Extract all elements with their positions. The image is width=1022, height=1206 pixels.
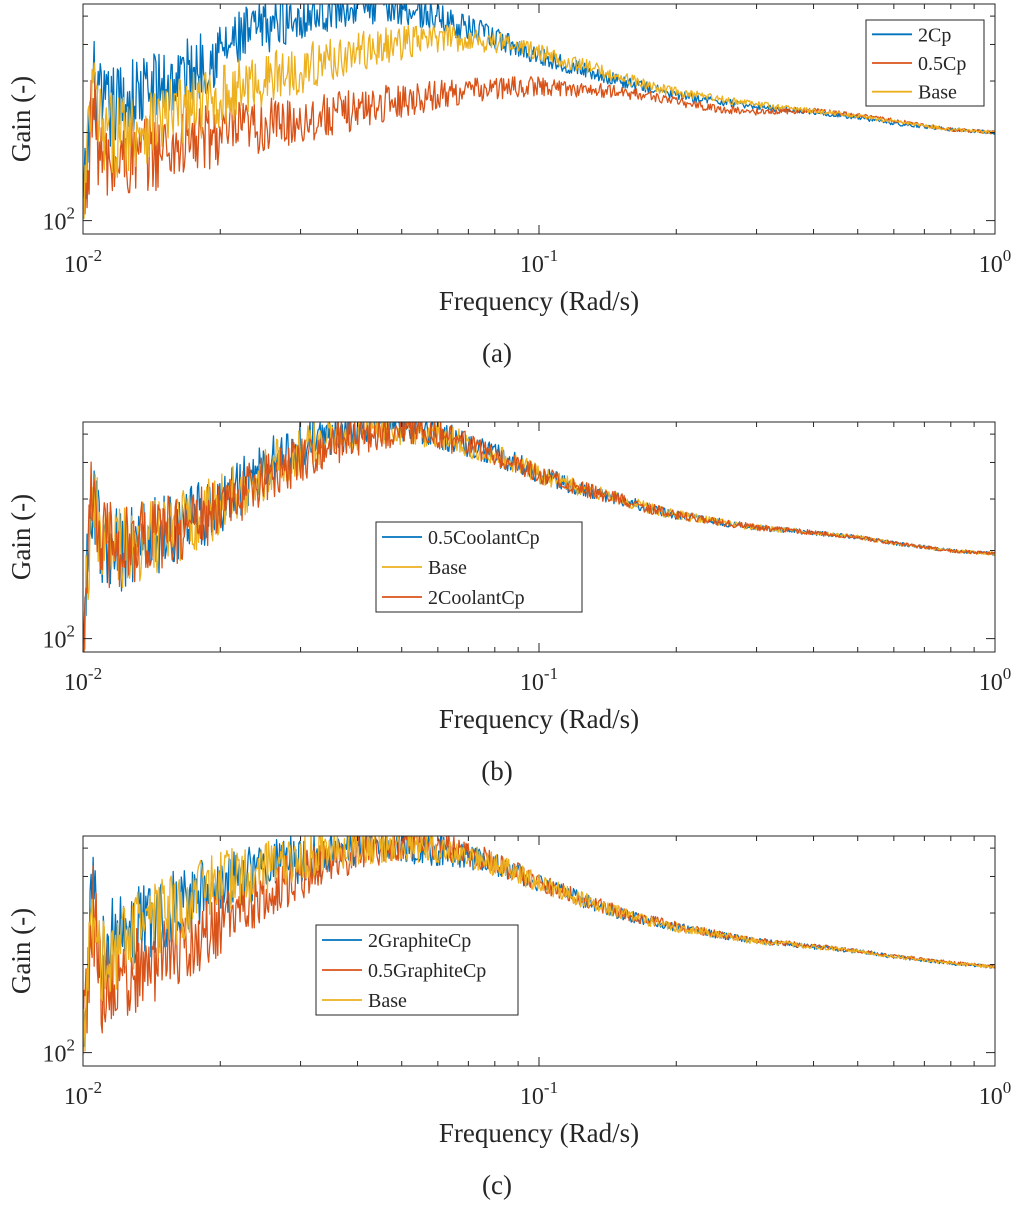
series-line-Base bbox=[83, 24, 995, 219]
x-tick-base: 10 bbox=[520, 1084, 544, 1110]
y-tick-label: 102 bbox=[43, 1036, 76, 1068]
x-tick-base: 10 bbox=[64, 1084, 88, 1110]
legend-entry-2Cp: 2Cp bbox=[918, 24, 951, 46]
y-axis-label: Gain (-) bbox=[6, 908, 36, 994]
panel-caption: (a) bbox=[482, 338, 512, 368]
x-tick-label: 10-2 bbox=[64, 664, 102, 696]
y-tick-base: 10 bbox=[43, 628, 67, 654]
legend-entry-Base: Base bbox=[368, 990, 407, 1012]
series-group bbox=[83, 836, 995, 1056]
x-tick-base: 10 bbox=[520, 252, 544, 278]
x-tick-label: 100 bbox=[979, 664, 1012, 696]
x-tick-exponent: 0 bbox=[1003, 1078, 1012, 1097]
x-tick-label: 10-1 bbox=[520, 246, 558, 278]
x-tick-label: 10-1 bbox=[520, 664, 558, 696]
legend-entry-2CoolantCp: 2CoolantCp bbox=[428, 587, 525, 609]
legend-entry-0.5GraphiteCp: 0.5GraphiteCp bbox=[368, 960, 486, 982]
y-tick-base: 10 bbox=[43, 1042, 67, 1068]
y-tick-label: 102 bbox=[43, 622, 76, 654]
legend-entry-Base: Base bbox=[918, 82, 957, 104]
x-tick-exponent: -1 bbox=[544, 664, 558, 683]
x-tick-label: 10-2 bbox=[64, 246, 102, 278]
panel-caption: (c) bbox=[482, 1170, 512, 1200]
legend: 2GraphiteCp 0.5GraphiteCp Base bbox=[315, 924, 519, 1016]
series-group bbox=[83, 4, 995, 219]
x-axis-label: Frequency (Rad/s) bbox=[439, 1118, 639, 1148]
x-tick-base: 10 bbox=[520, 670, 544, 696]
x-tick-base: 10 bbox=[64, 670, 88, 696]
legend-entry-0.5CoolantCp: 0.5CoolantCp bbox=[428, 527, 540, 549]
y-tick-base: 10 bbox=[43, 210, 67, 236]
x-tick-label: 10-1 bbox=[520, 1078, 558, 1110]
series-group bbox=[83, 422, 995, 652]
x-axis-label: Frequency (Rad/s) bbox=[439, 286, 639, 316]
panel-caption: (b) bbox=[481, 756, 512, 786]
x-tick-exponent: -1 bbox=[544, 246, 558, 265]
x-tick-exponent: -2 bbox=[88, 664, 102, 683]
y-tick-exponent: 2 bbox=[67, 622, 76, 641]
x-tick-exponent: -2 bbox=[88, 246, 102, 265]
x-tick-base: 10 bbox=[979, 670, 1003, 696]
y-tick-exponent: 2 bbox=[67, 1036, 76, 1055]
x-tick-label: 100 bbox=[979, 1078, 1012, 1110]
legend-entry-Base: Base bbox=[428, 557, 467, 579]
legend: 0.5CoolantCp Base 2CoolantCp bbox=[375, 521, 583, 613]
x-tick-exponent: 0 bbox=[1003, 246, 1012, 265]
y-tick-exponent: 2 bbox=[67, 204, 76, 223]
x-tick-base: 10 bbox=[979, 1084, 1003, 1110]
y-axis-label: Gain (-) bbox=[6, 76, 36, 162]
legend: 2Cp 0.5Cp Base bbox=[865, 19, 985, 107]
y-tick-label: 102 bbox=[43, 204, 76, 236]
legend-entry-2GraphiteCp: 2GraphiteCp bbox=[368, 930, 471, 952]
x-tick-label: 10-2 bbox=[64, 1078, 102, 1110]
x-axis-label: Frequency (Rad/s) bbox=[439, 704, 639, 734]
legend-entry-0.5Cp: 0.5Cp bbox=[918, 53, 966, 75]
series-line-Base bbox=[83, 836, 995, 1052]
series-line-2CoolantCp bbox=[83, 422, 995, 652]
x-tick-exponent: -1 bbox=[544, 1078, 558, 1097]
x-tick-exponent: 0 bbox=[1003, 664, 1012, 683]
x-tick-base: 10 bbox=[64, 252, 88, 278]
x-tick-base: 10 bbox=[979, 252, 1003, 278]
y-axis-label: Gain (-) bbox=[6, 494, 36, 580]
x-tick-label: 100 bbox=[979, 246, 1012, 278]
x-tick-exponent: -2 bbox=[88, 1078, 102, 1097]
